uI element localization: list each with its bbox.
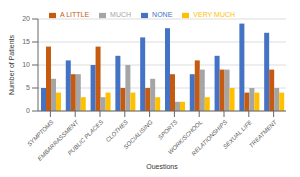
svg-text:EMBARRASSMENT: EMBARRASSMENT xyxy=(37,118,81,162)
svg-text:SEXUAL LIFE: SEXUAL LIFE xyxy=(222,119,253,151)
svg-text:0: 0 xyxy=(26,107,30,114)
svg-text:Number of Patients: Number of Patients xyxy=(8,35,15,95)
svg-text:TREATMENT: TREATMENT xyxy=(248,118,279,149)
svg-text:15: 15 xyxy=(22,38,30,45)
html-text:VERY MUCH: VERY MUCH xyxy=(193,11,236,18)
svg-text:20: 20 xyxy=(22,15,30,22)
html-text:A LITTLE: A LITTLE xyxy=(59,11,90,18)
svg-text:SPORTS: SPORTS xyxy=(157,119,179,141)
svg-text:10: 10 xyxy=(22,61,30,68)
svg-text:WORK/SCHOOL: WORK/SCHOOL xyxy=(166,119,204,156)
html-text:MUCH: MUCH xyxy=(110,11,132,18)
svg-text:PUBLIC PLACES: PUBLIC PLACES xyxy=(67,119,104,156)
svg-text:CLOTHES: CLOTHES xyxy=(105,119,129,143)
svg-text:SYMPTOMS: SYMPTOMS xyxy=(26,119,55,148)
svg-text:RELATIONSHIPS: RELATIONSHIPS xyxy=(190,119,228,157)
html-text:NONE: NONE xyxy=(152,11,173,18)
svg-text:Questions: Questions xyxy=(146,163,178,169)
svg-text:SOCIALISING: SOCIALISING xyxy=(122,119,154,151)
svg-text:5: 5 xyxy=(26,84,30,91)
